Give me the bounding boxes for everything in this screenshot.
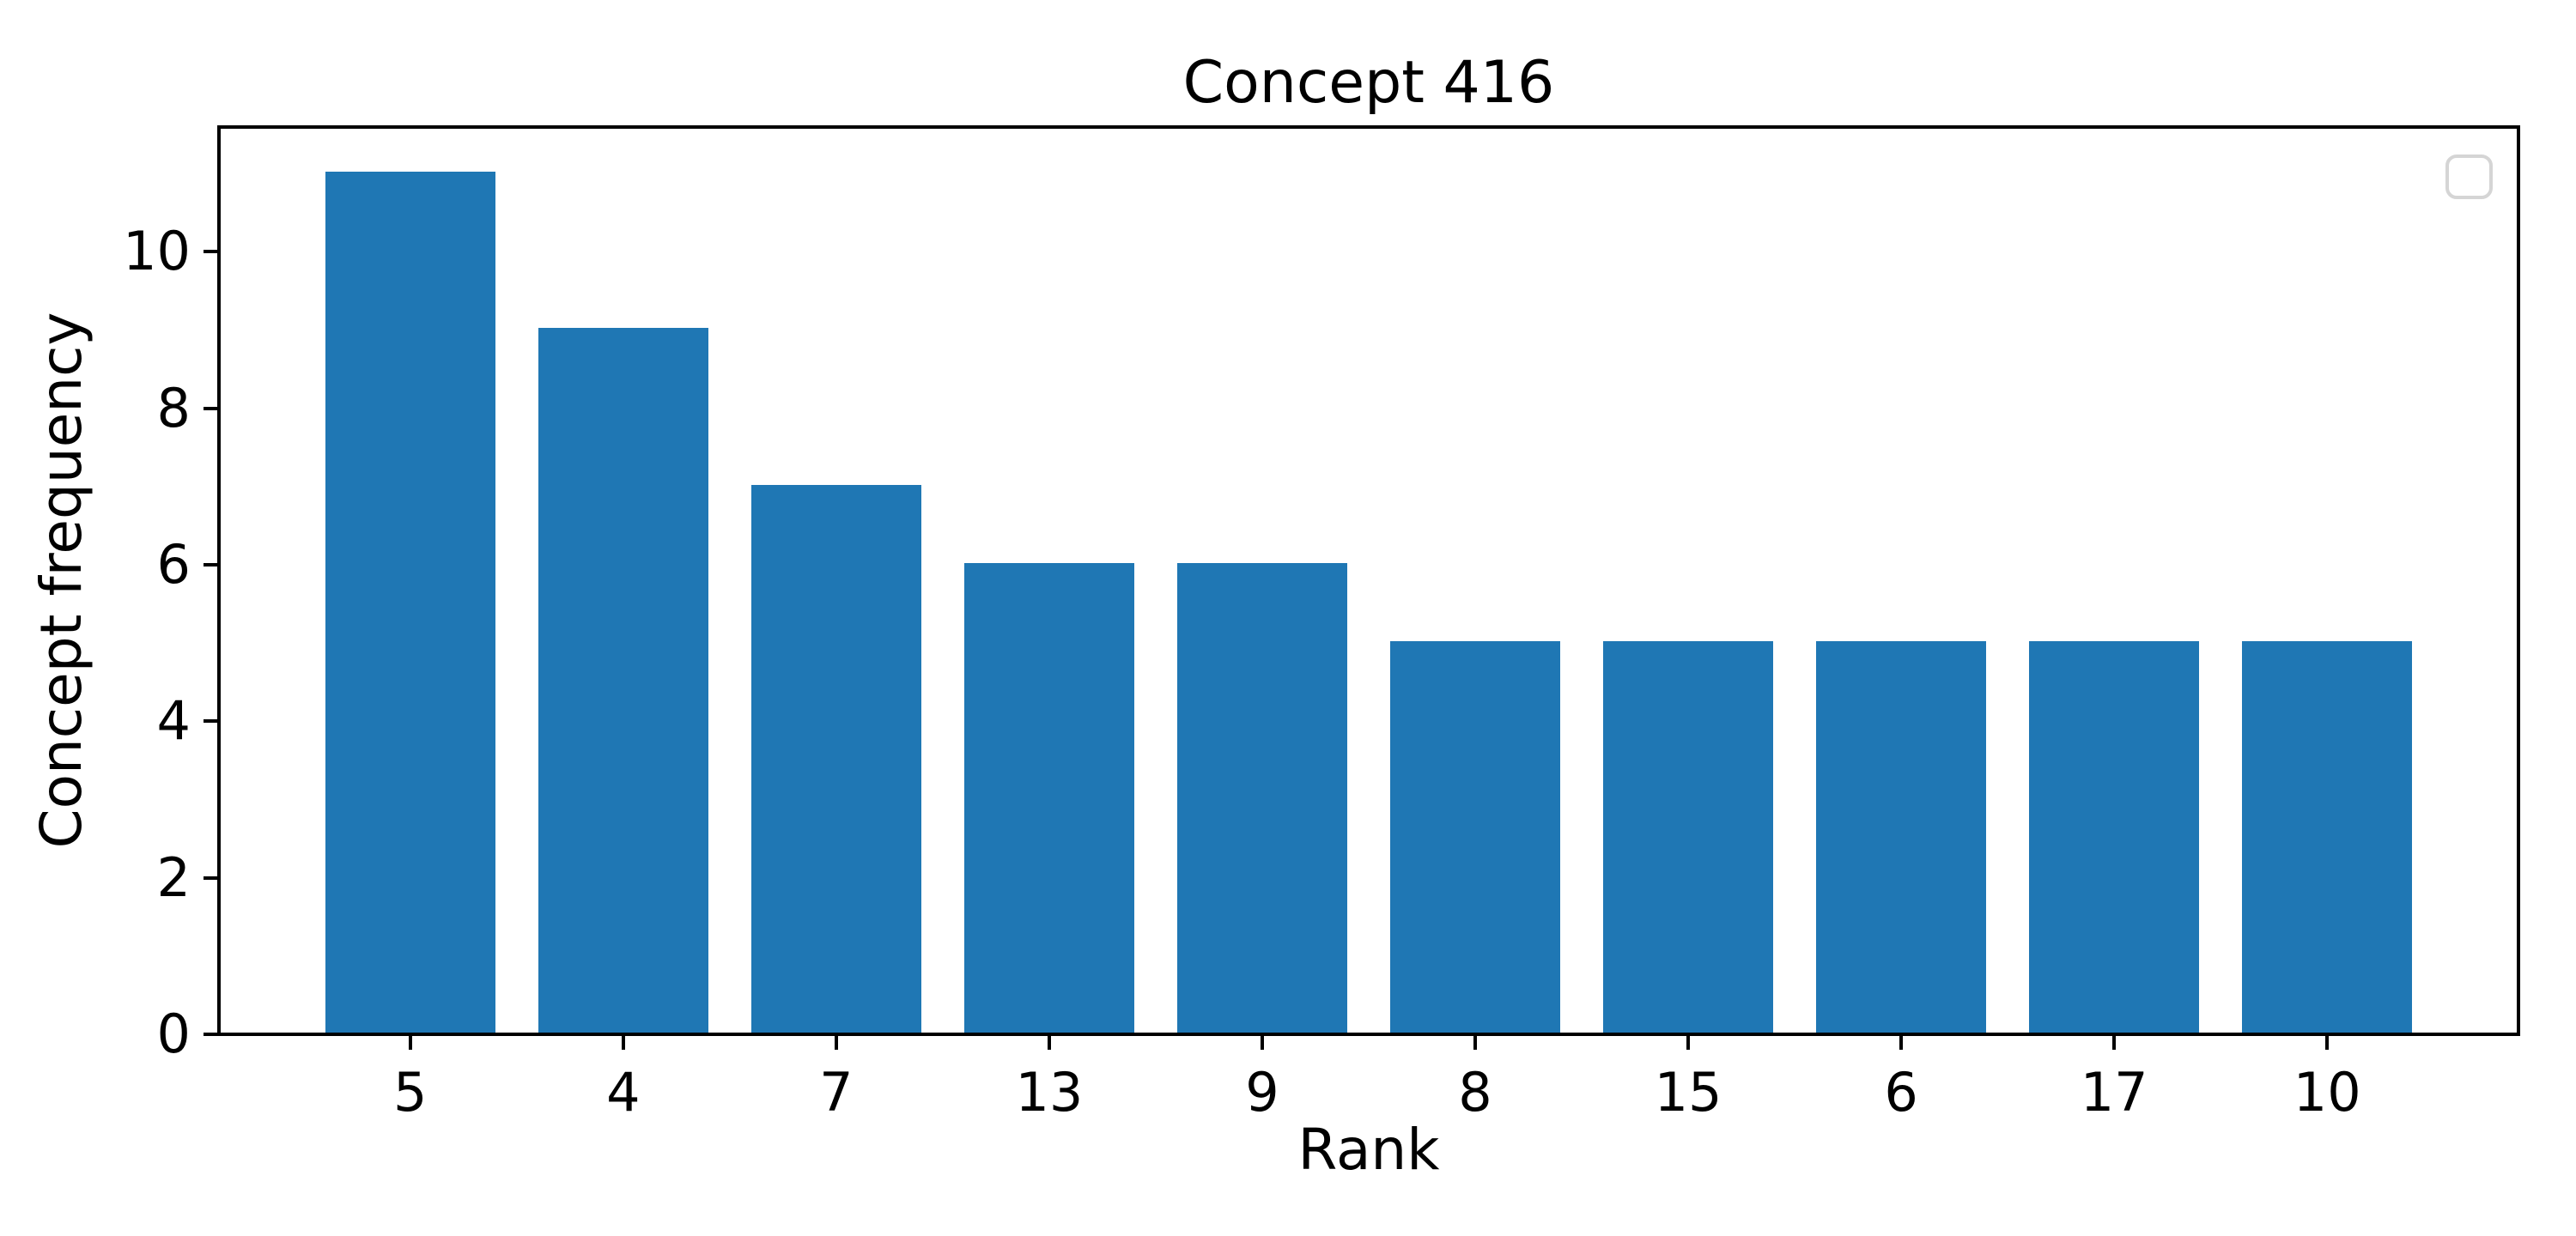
y-tick-label: 6 [156,532,191,596]
x-tick-label: 6 [1884,1061,1918,1124]
x-tick-label: 10 [2293,1061,2361,1124]
x-tick-mark [1686,1036,1691,1050]
x-tick-mark [1047,1036,1051,1050]
x-tick-label: 13 [1015,1061,1084,1124]
x-tick-label: 15 [1654,1061,1722,1124]
bars-layer [221,129,2517,1033]
x-tick-mark [2112,1036,2117,1050]
y-tick-mark [204,250,217,254]
y-tick-mark [204,562,217,566]
bar [750,484,922,1033]
x-tick-label: 4 [606,1061,641,1124]
y-tick-mark [204,406,217,410]
x-tick-mark [621,1036,625,1050]
x-tick-label: 8 [1458,1061,1492,1124]
legend-frame [2445,154,2493,199]
x-tick-label: 7 [819,1061,854,1124]
y-tick-label: 10 [123,220,191,283]
bar [1389,641,1561,1033]
plot-area [217,125,2520,1036]
y-tick-label: 0 [156,1003,191,1065]
x-tick-mark [1260,1036,1264,1050]
chart-title: Concept 416 [1182,49,1555,117]
x-tick-mark [1899,1036,1904,1050]
bar [963,563,1135,1033]
bar [1602,641,1774,1033]
y-tick-label: 8 [156,376,191,439]
bar [538,328,709,1033]
bar [325,172,495,1033]
x-axis-label: Rank [1297,1117,1440,1183]
x-tick-mark [408,1036,412,1050]
y-tick-label: 2 [156,845,191,909]
bar [2028,641,2200,1033]
x-tick-label: 17 [2080,1061,2148,1124]
bar [1176,563,1348,1033]
x-tick-mark [1473,1036,1478,1050]
x-tick-label: 9 [1245,1061,1279,1124]
y-tick-label: 4 [156,689,191,753]
x-tick-mark [834,1036,838,1050]
y-tick-mark [204,719,217,724]
y-tick-mark [204,876,217,880]
x-tick-mark [2325,1036,2330,1050]
y-tick-mark [204,1033,217,1036]
bar [1815,641,1987,1033]
x-tick-label: 5 [393,1061,428,1124]
bar [2242,641,2413,1033]
